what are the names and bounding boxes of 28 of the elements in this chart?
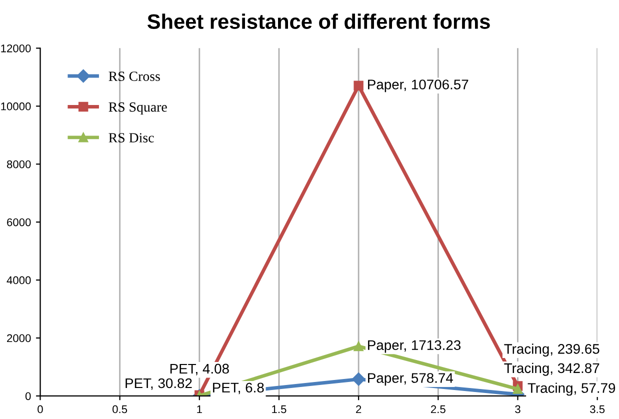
- legend-label: RS Disc: [108, 133, 154, 142]
- y-tick-label: 6000: [7, 218, 31, 226]
- x-tick-label: 1.5: [272, 405, 286, 414]
- legend-label: RS Cross: [108, 72, 160, 81]
- x-tick-label: 0.5: [112, 405, 128, 414]
- x-tick-label: 1: [197, 405, 202, 414]
- x-tick-label: 3: [515, 405, 520, 414]
- data-label: PET, 4.08: [170, 364, 229, 376]
- data-label: Paper, 1713.23: [368, 340, 461, 353]
- data-label: PET, 6.8: [213, 382, 264, 394]
- data-label: PET, 30.82: [126, 378, 192, 390]
- y-tick-label: 4000: [6, 276, 31, 284]
- y-tick-label: 8000: [6, 160, 31, 168]
- y-tick-label: 12000: [1, 44, 31, 52]
- data-label: Tracing, 57.79: [528, 382, 616, 396]
- y-tick-label: 2000: [7, 334, 31, 342]
- legend-label: RS Square: [108, 102, 167, 115]
- data-label: Paper, 578.74: [368, 373, 453, 386]
- data-label: Paper, 10706.57: [368, 80, 468, 92]
- chart-title: Sheet resistance of different forms: [147, 14, 490, 29]
- data-label: Tracing, 239.65: [504, 344, 600, 357]
- x-tick-label: 3.5: [590, 405, 605, 414]
- x-tick-label: 2.5: [431, 405, 446, 414]
- x-tick-label: 2: [356, 405, 362, 414]
- y-tick-label: 10000: [1, 102, 31, 110]
- y-tick-label: 0: [25, 392, 31, 400]
- x-tick-label: 0: [38, 405, 43, 414]
- data-label: Tracing, 342.87: [504, 362, 600, 376]
